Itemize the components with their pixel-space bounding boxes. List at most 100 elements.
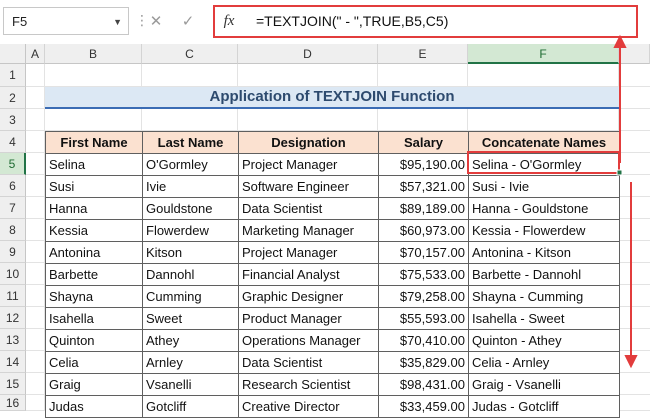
cell-concatenate-names[interactable]: Celia - Arnley	[468, 351, 620, 374]
cell-first-name[interactable]: Hanna	[45, 197, 143, 220]
chevron-down-icon[interactable]: ▼	[113, 17, 122, 27]
cell-designation[interactable]: Project Manager	[238, 241, 379, 264]
cell-designation[interactable]: Product Manager	[238, 307, 379, 330]
header-designation[interactable]: Designation	[238, 131, 379, 154]
cell-designation[interactable]: Creative Director	[238, 395, 379, 418]
name-box[interactable]: F5 ▼	[3, 7, 129, 35]
cell-first-name[interactable]: Antonina	[45, 241, 143, 264]
cell-first-name[interactable]: Celia	[45, 351, 143, 374]
column-header-e[interactable]: E	[378, 44, 468, 64]
cell-last-name[interactable]: Kitson	[142, 241, 239, 264]
row-header-2[interactable]: 2	[0, 87, 26, 109]
sheet-title: Application of TEXTJOIN Function	[45, 87, 619, 109]
column-header-c[interactable]: C	[142, 44, 238, 64]
cell-last-name[interactable]: Flowerdew	[142, 219, 239, 242]
cell-concatenate-names[interactable]: Quinton - Athey	[468, 329, 620, 352]
gridline-vertical	[44, 64, 45, 411]
cell-concatenate-names[interactable]: Kessia - Flowerdew	[468, 219, 620, 242]
cell-designation[interactable]: Data Scientist	[238, 351, 379, 374]
cell-last-name[interactable]: Vsanelli	[142, 373, 239, 396]
row-header-8[interactable]: 8	[0, 219, 26, 241]
cell-designation[interactable]: Financial Analyst	[238, 263, 379, 286]
column-header-f[interactable]: F	[468, 44, 619, 64]
enter-icon[interactable]: ✓	[181, 13, 195, 30]
cell-salary[interactable]: $98,431.00	[378, 373, 469, 396]
cell-first-name[interactable]: Judas	[45, 395, 143, 418]
cell-last-name[interactable]: Arnley	[142, 351, 239, 374]
cell-concatenate-names[interactable]: Judas - Gotcliff	[468, 395, 620, 418]
cell-concatenate-names[interactable]: Susi - Ivie	[468, 175, 620, 198]
row-header-11[interactable]: 11	[0, 285, 26, 307]
column-header-g[interactable]	[619, 44, 650, 64]
cell-designation[interactable]: Research Scientist	[238, 373, 379, 396]
result-highlight-box	[467, 151, 620, 174]
header-last-name[interactable]: Last Name	[142, 131, 239, 154]
cell-designation[interactable]: Software Engineer	[238, 175, 379, 198]
row-header-5[interactable]: 5	[0, 153, 26, 175]
cell-salary[interactable]: $75,533.00	[378, 263, 469, 286]
cell-last-name[interactable]: O'Gormley	[142, 153, 239, 176]
row-header-3[interactable]: 3	[0, 109, 26, 131]
gridline-horizontal	[26, 86, 650, 87]
column-header-b[interactable]: B	[45, 44, 142, 64]
cell-salary[interactable]: $79,258.00	[378, 285, 469, 308]
cell-last-name[interactable]: Sweet	[142, 307, 239, 330]
row-header-13[interactable]: 13	[0, 329, 26, 351]
cell-salary[interactable]: $57,321.00	[378, 175, 469, 198]
row-header-6[interactable]: 6	[0, 175, 26, 197]
cell-first-name[interactable]: Isahella	[45, 307, 143, 330]
row-header-14[interactable]: 14	[0, 351, 26, 373]
row-header-10[interactable]: 10	[0, 263, 26, 285]
cell-concatenate-names[interactable]: Antonina - Kitson	[468, 241, 620, 264]
cell-designation[interactable]: Marketing Manager	[238, 219, 379, 242]
cell-last-name[interactable]: Dannohl	[142, 263, 239, 286]
cell-first-name[interactable]: Susi	[45, 175, 143, 198]
formula-highlight-box	[213, 5, 638, 38]
cell-last-name[interactable]: Cumming	[142, 285, 239, 308]
cell-designation[interactable]: Project Manager	[238, 153, 379, 176]
row-header-15[interactable]: 15	[0, 373, 26, 395]
header-salary[interactable]: Salary	[378, 131, 469, 154]
cell-salary[interactable]: $35,829.00	[378, 351, 469, 374]
formula-input[interactable]: =TEXTJOIN(" - ",TRUE,B5,C5)	[256, 13, 449, 29]
cell-first-name[interactable]: Quinton	[45, 329, 143, 352]
cell-first-name[interactable]: Kessia	[45, 219, 143, 242]
cell-last-name[interactable]: Gouldstone	[142, 197, 239, 220]
row-header-1[interactable]: 1	[0, 64, 26, 87]
cell-concatenate-names[interactable]: Hanna - Gouldstone	[468, 197, 620, 220]
cell-designation[interactable]: Data Scientist	[238, 197, 379, 220]
column-header-d[interactable]: D	[238, 44, 378, 64]
cell-concatenate-names[interactable]: Isahella - Sweet	[468, 307, 620, 330]
cell-salary[interactable]: $70,157.00	[378, 241, 469, 264]
cell-concatenate-names[interactable]: Barbette - Dannohl	[468, 263, 620, 286]
cancel-icon[interactable]: ✕	[149, 13, 163, 30]
cell-designation[interactable]: Graphic Designer	[238, 285, 379, 308]
cell-designation[interactable]: Operations Manager	[238, 329, 379, 352]
insert-function-icon[interactable]: fx	[223, 13, 235, 29]
cell-first-name[interactable]: Shayna	[45, 285, 143, 308]
cell-first-name[interactable]: Selina	[45, 153, 143, 176]
cell-first-name[interactable]: Barbette	[45, 263, 143, 286]
cell-salary[interactable]: $60,973.00	[378, 219, 469, 242]
cell-salary[interactable]: $89,189.00	[378, 197, 469, 220]
cell-salary[interactable]: $33,459.00	[378, 395, 469, 418]
cell-concatenate-names[interactable]: Shayna - Cumming	[468, 285, 620, 308]
row-header-12[interactable]: 12	[0, 307, 26, 329]
header-first-name[interactable]: First Name	[45, 131, 143, 154]
cell-salary[interactable]: $55,593.00	[378, 307, 469, 330]
name-box-value: F5	[12, 14, 28, 29]
row-header-7[interactable]: 7	[0, 197, 26, 219]
cell-concatenate-names[interactable]: Graig - Vsanelli	[468, 373, 620, 396]
cell-salary[interactable]: $70,410.00	[378, 329, 469, 352]
cell-salary[interactable]: $95,190.00	[378, 153, 469, 176]
cell-last-name[interactable]: Athey	[142, 329, 239, 352]
column-header-a[interactable]: A	[26, 44, 45, 64]
cell-first-name[interactable]: Graig	[45, 373, 143, 396]
cell-last-name[interactable]: Ivie	[142, 175, 239, 198]
row-header-9[interactable]: 9	[0, 241, 26, 263]
row-header-4[interactable]: 4	[0, 131, 26, 153]
row-header-16[interactable]: 16	[0, 395, 26, 411]
select-all-corner[interactable]	[0, 44, 26, 64]
more-options-icon: ⋮	[135, 12, 149, 28]
cell-last-name[interactable]: Gotcliff	[142, 395, 239, 418]
